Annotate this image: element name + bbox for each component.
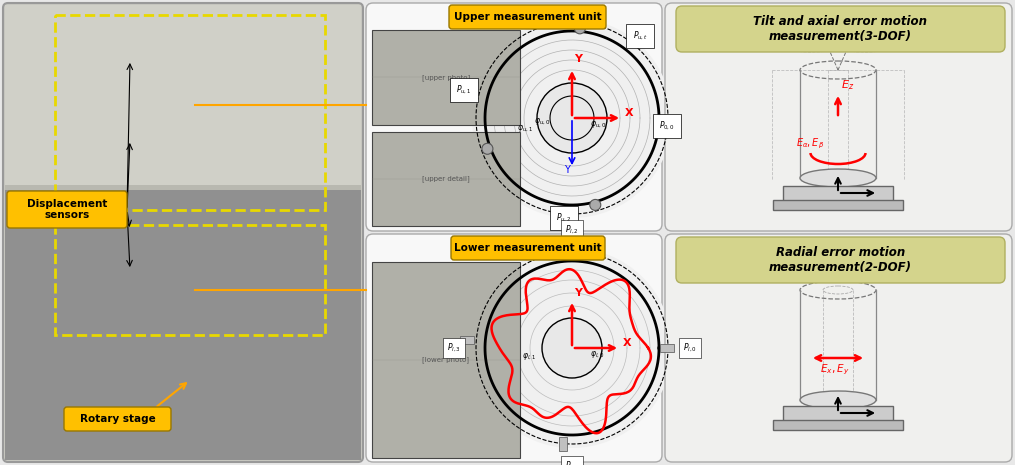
Bar [5,190,361,460]
Text: $\varphi_{u,0}$: $\varphi_{u,0}$ [534,116,550,127]
Bar [773,420,903,430]
Bar [373,132,520,226]
Text: $E_\alpha, E_\beta$: $E_\alpha, E_\beta$ [796,136,824,151]
Text: $P_{0,0}$: $P_{0,0}$ [659,120,675,132]
Text: Upper measurement unit: Upper measurement unit [454,12,601,22]
Bar [373,262,520,458]
Text: $\theta$: $\theta$ [577,12,584,23]
Text: $\varphi_{l,0}$: $\varphi_{l,0}$ [590,349,604,360]
FancyBboxPatch shape [665,3,1012,231]
Text: Y: Y [564,165,569,175]
FancyBboxPatch shape [64,407,171,431]
Text: $E_x, E_y$: $E_x, E_y$ [820,362,850,377]
FancyBboxPatch shape [451,236,605,260]
Ellipse shape [542,318,602,378]
Bar [55,15,325,210]
Bar [773,200,903,210]
Text: $P_{u,t}$: $P_{u,t}$ [632,30,648,42]
Text: X: X [623,338,631,348]
Text: Tilt and axial error motion
measurement(3-DOF): Tilt and axial error motion measurement(… [753,15,928,43]
Ellipse shape [472,18,672,218]
Ellipse shape [800,169,876,187]
Text: X: X [625,108,633,118]
Text: [lower photo]: [lower photo] [422,357,470,363]
Text: $\varphi_{l,1}$: $\varphi_{l,1}$ [522,351,536,362]
Bar [660,344,674,352]
FancyBboxPatch shape [7,191,127,228]
FancyBboxPatch shape [665,234,1012,462]
Text: $P_{l,2}$: $P_{l,2}$ [565,224,579,236]
Bar [783,406,893,424]
Ellipse shape [537,83,607,153]
Text: Y: Y [574,54,582,64]
FancyBboxPatch shape [676,6,1005,52]
Text: Lower measurement unit: Lower measurement unit [454,243,602,253]
Ellipse shape [800,391,876,409]
Bar [783,186,893,204]
Ellipse shape [574,23,586,34]
Text: Displacement
sensors: Displacement sensors [26,199,108,220]
Text: [upper photo]: [upper photo] [422,74,470,81]
Text: $\varphi_{u,1}$: $\varphi_{u,1}$ [517,123,533,134]
Text: Rotary stage: Rotary stage [79,414,155,424]
FancyBboxPatch shape [366,3,662,231]
Bar [567,237,576,251]
Text: $\theta$: $\theta$ [574,242,581,253]
Bar [559,437,567,451]
Text: $P_{u,2}$: $P_{u,2}$ [556,212,571,224]
Bar [373,30,520,125]
Text: Y: Y [574,288,582,298]
FancyBboxPatch shape [3,3,363,462]
Text: $\varphi_{u,0}$: $\varphi_{u,0}$ [590,119,606,130]
Bar [5,5,361,185]
Text: Radial error motion
measurement(2-DOF): Radial error motion measurement(2-DOF) [769,246,912,274]
Text: $P_{u,1}$: $P_{u,1}$ [456,84,472,96]
Text: $E_z$: $E_z$ [841,78,855,92]
Ellipse shape [472,248,672,448]
Bar [55,225,325,335]
Bar [460,336,474,344]
FancyBboxPatch shape [676,237,1005,283]
FancyBboxPatch shape [366,234,662,462]
Text: [upper detail]: [upper detail] [422,176,470,182]
Text: $P_{l,3}$: $P_{l,3}$ [447,342,461,354]
FancyBboxPatch shape [5,5,361,460]
FancyBboxPatch shape [449,5,606,29]
Ellipse shape [590,199,601,211]
Text: $P_{l,1}$: $P_{l,1}$ [565,460,579,465]
Ellipse shape [482,143,493,154]
Text: $P_{l,0}$: $P_{l,0}$ [683,342,697,354]
